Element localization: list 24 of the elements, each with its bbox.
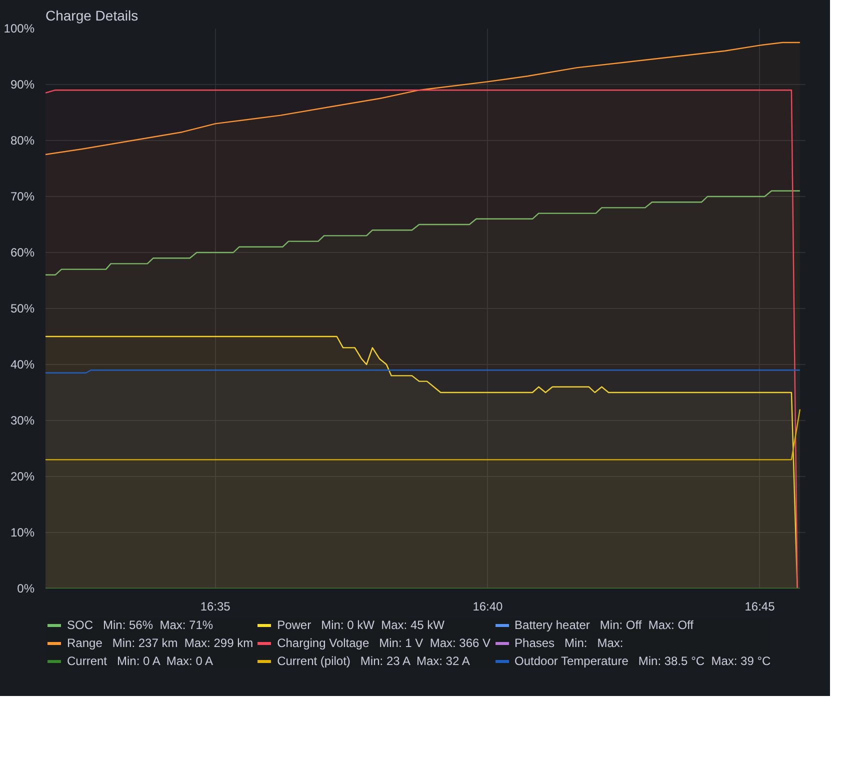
legend-label: Phases Min: Max:	[514, 636, 624, 650]
legend-label: Charging Voltage Min: 1 V Max: 366 V	[277, 636, 491, 650]
y-tick-label: 70%	[10, 190, 35, 204]
legend-label: Outdoor Temperature Min: 38.5 °C Max: 39 °C	[514, 654, 771, 668]
legend-label: Power Min: 0 kW Max: 45 kW	[277, 618, 444, 632]
y-tick-label: 10%	[10, 526, 35, 540]
y-tick-label: 60%	[10, 246, 35, 260]
y-tick-label: 90%	[10, 78, 35, 92]
legend-label: Battery heater Min: Off Max: Off	[514, 618, 694, 632]
chart-title: Charge Details	[46, 8, 138, 24]
x-tick-label: 16:40	[472, 600, 504, 614]
y-tick-label: 0%	[17, 582, 35, 596]
y-tick-label: 50%	[10, 302, 35, 316]
y-tick-label: 80%	[10, 134, 35, 148]
x-tick-label: 16:35	[200, 600, 231, 614]
y-tick-label: 40%	[10, 358, 35, 372]
x-tick-label: 16:45	[744, 600, 776, 614]
legend-label: SOC Min: 56% Max: 71%	[67, 618, 214, 632]
legend-label: Range Min: 237 km Max: 299 km	[67, 636, 254, 650]
y-tick-label: 100%	[4, 22, 35, 36]
legend-label: Current (pilot) Min: 23 A Max: 32 A	[277, 654, 470, 668]
legend-label: Current Min: 0 A Max: 0 A	[67, 654, 214, 668]
y-tick-label: 20%	[10, 470, 35, 484]
y-tick-label: 30%	[10, 414, 35, 428]
